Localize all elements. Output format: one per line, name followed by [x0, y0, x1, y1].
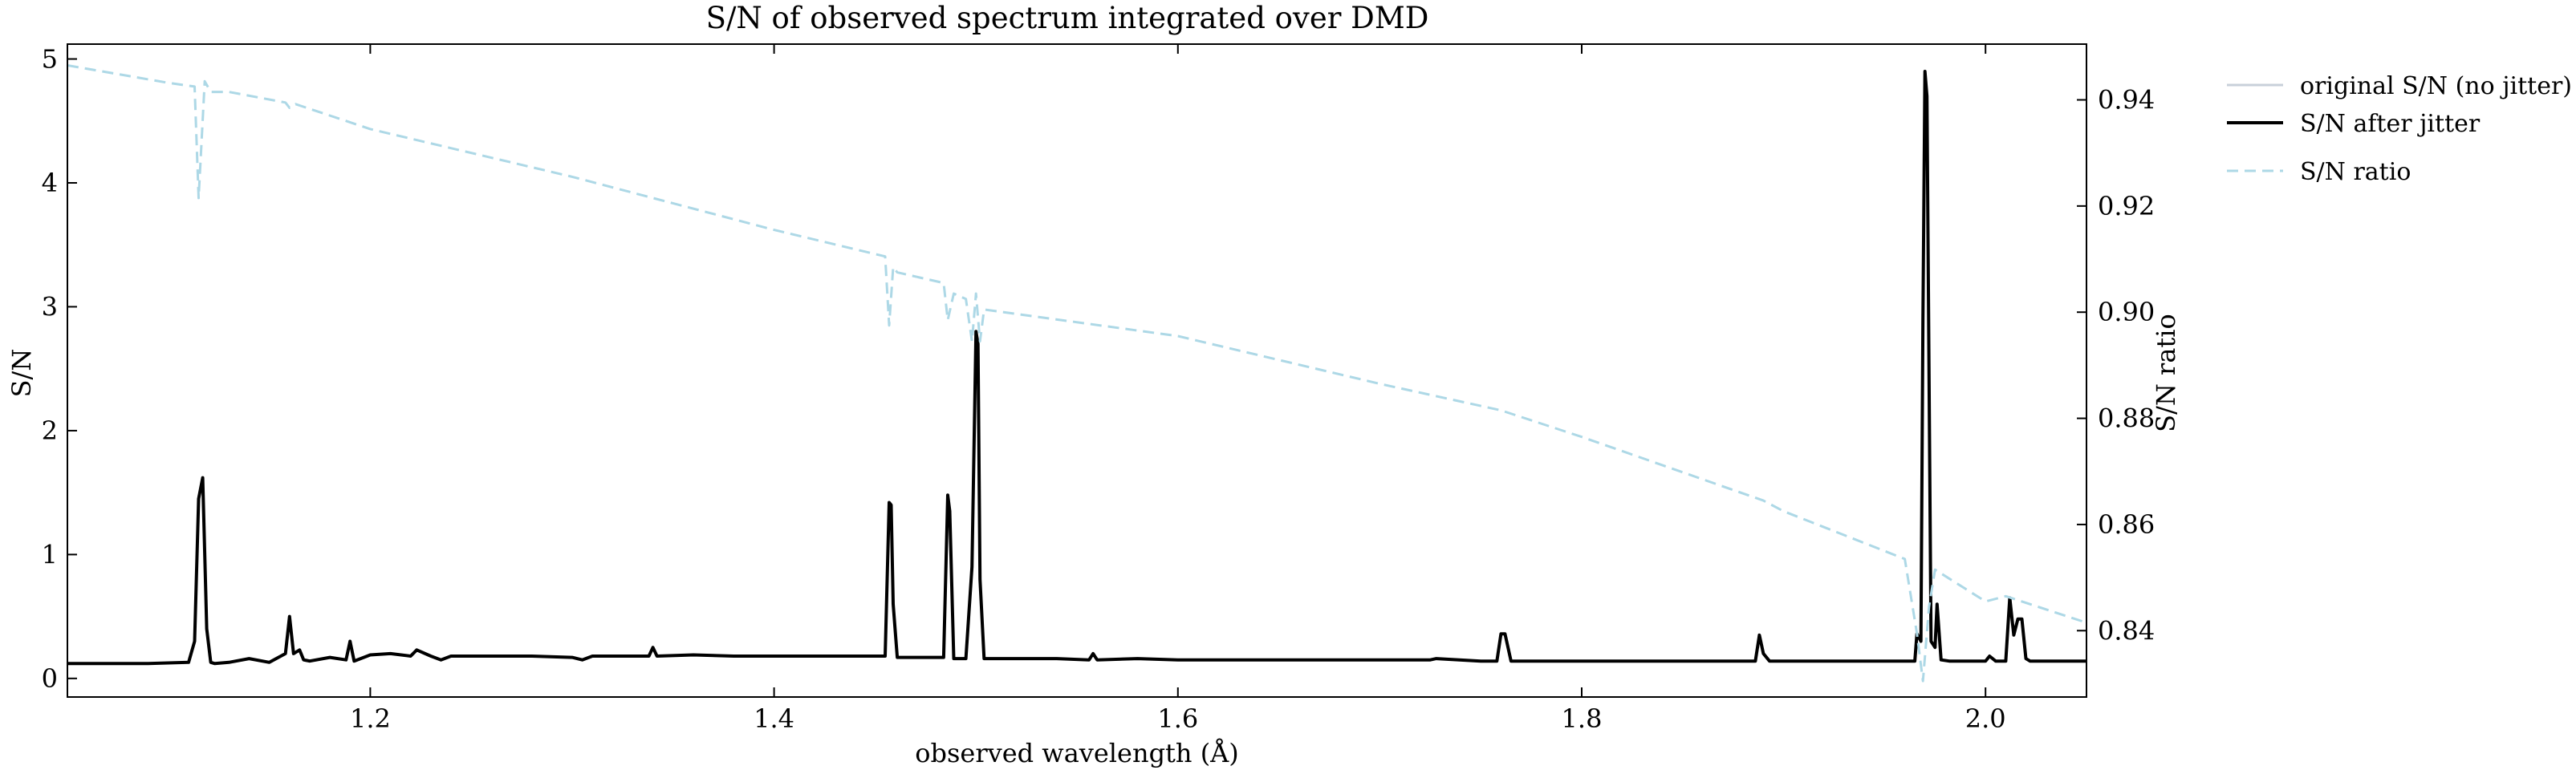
y2-tick-label: 0.90: [2098, 297, 2155, 327]
plot-area: [67, 43, 2087, 698]
x-axis-label: observed wavelength (Å): [915, 738, 1239, 768]
legend-label-jitter: S/N after jitter: [2300, 110, 2481, 138]
legend-label-original: original S/N (no jitter): [2300, 72, 2572, 100]
y-tick-label: 3: [42, 291, 58, 322]
y-tick-label: 0: [42, 663, 58, 694]
y-axis-label: S/N: [6, 349, 37, 398]
y-tick-label: 5: [42, 44, 58, 75]
legend: original S/N (no jitter) S/N after jitte…: [2227, 72, 2572, 186]
y2-tick-label: 0.88: [2098, 403, 2155, 434]
y-axis-right: 0.84 0.86 0.88 0.90 0.92 0.94: [2077, 84, 2155, 646]
x-tick-label: 2.0: [1965, 703, 2006, 734]
chart-title-text: S/N of observed spectrum integrated over…: [706, 1, 1429, 35]
y2-tick-label: 0.86: [2098, 509, 2155, 540]
x-tick-label: 1.8: [1562, 703, 1603, 734]
y2-tick-label: 0.84: [2098, 615, 2155, 646]
y-tick-label: 4: [42, 168, 58, 198]
x-tick-label: 1.6: [1157, 703, 1198, 734]
legend-label-ratio: S/N ratio: [2300, 158, 2411, 186]
x-tick-label: 1.2: [350, 703, 391, 734]
series-line-sn-after-jitter: [67, 70, 2086, 666]
x-tick-label: 1.4: [754, 703, 794, 734]
y2-tick-label: 0.92: [2098, 191, 2155, 221]
chart-title: S/N of observed spectrum integrated over…: [706, 1, 1429, 35]
y2-tick-label: 0.94: [2098, 84, 2155, 115]
y-tick-label: 1: [42, 539, 58, 569]
plot-frame: [67, 43, 2087, 698]
series-line-sn-ratio: [67, 64, 2086, 683]
y2-axis-label: S/N ratio: [2151, 314, 2181, 432]
y-tick-label: 2: [42, 415, 58, 446]
x-axis: 1.2 1.4 1.6 1.8 2.0: [350, 44, 2006, 734]
y-axis-left: 0 1 2 3 4 5: [42, 44, 77, 694]
